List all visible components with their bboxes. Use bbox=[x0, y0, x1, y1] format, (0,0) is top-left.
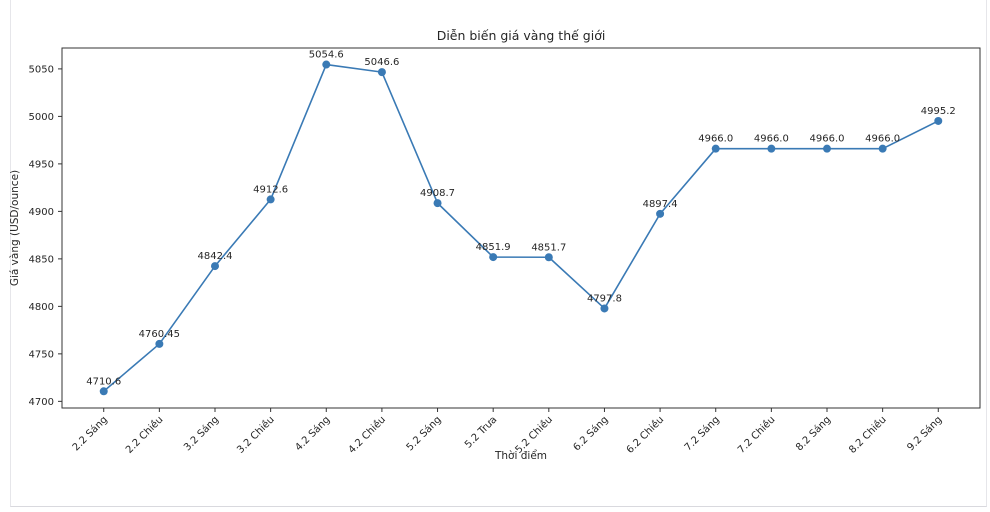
data-point-marker bbox=[211, 262, 219, 271]
data-point-label: 4710.6 bbox=[86, 376, 121, 387]
data-point-label: 4851.9 bbox=[476, 242, 511, 253]
x-axis-label: Thời điểm bbox=[494, 450, 548, 462]
data-point-marker bbox=[823, 144, 831, 153]
data-point-marker bbox=[155, 339, 164, 348]
data-point-marker bbox=[377, 68, 386, 77]
y-tick-label: 4850 bbox=[29, 254, 54, 265]
data-point-label: 4995.2 bbox=[921, 106, 956, 117]
chart-title: Diễn biến giá vàng thế giới bbox=[436, 28, 606, 43]
data-point-marker bbox=[656, 209, 665, 218]
data-point-label: 4797.8 bbox=[587, 293, 622, 304]
data-point-marker bbox=[266, 195, 275, 204]
y-tick-label: 4950 bbox=[29, 159, 54, 170]
y-axis-label: Giá vàng (USD/ounce) bbox=[9, 169, 21, 287]
price-line bbox=[103, 63, 939, 392]
data-point-label: 5046.6 bbox=[364, 57, 399, 68]
y-tick-label: 4900 bbox=[29, 207, 54, 218]
data-point-marker bbox=[711, 144, 720, 153]
data-point-label: 4966.0 bbox=[698, 134, 733, 145]
plot-border bbox=[61, 47, 981, 409]
x-tick-label: 9.2 Sáng bbox=[905, 414, 945, 454]
y-tick-label: 4800 bbox=[29, 302, 54, 313]
data-point-marker bbox=[878, 144, 887, 153]
data-point-label: 4912.6 bbox=[253, 184, 288, 195]
data-point-marker bbox=[934, 116, 943, 125]
data-point-marker bbox=[544, 253, 553, 262]
data-point-label: 4966.0 bbox=[865, 134, 900, 145]
data-point-label: 4760.45 bbox=[139, 329, 180, 340]
x-tick-label: 5.2 Trưa bbox=[463, 414, 499, 450]
data-point-marker bbox=[489, 253, 498, 262]
x-tick-label: 7.2 Sáng bbox=[682, 414, 722, 454]
data-point-marker bbox=[99, 387, 108, 396]
x-tick-label: 4.2 Sáng bbox=[293, 414, 333, 454]
x-tick-label: 6.2 Sáng bbox=[571, 414, 611, 454]
x-tick-label: 2.2 Sáng bbox=[70, 414, 110, 454]
data-point-label: 4908.7 bbox=[420, 188, 455, 199]
y-tick-label: 4750 bbox=[29, 349, 54, 360]
x-tick-label: 3.2 Sáng bbox=[181, 414, 221, 454]
data-point-marker bbox=[433, 199, 442, 208]
page-panel bbox=[10, 0, 987, 507]
x-tick-label: 8.2 Sáng bbox=[793, 414, 833, 454]
data-point-marker bbox=[322, 60, 331, 69]
y-tick-label: 4700 bbox=[29, 397, 54, 408]
data-point-marker bbox=[767, 144, 776, 153]
data-point-marker bbox=[600, 304, 609, 313]
data-point-label: 4966.0 bbox=[754, 134, 789, 145]
data-point-label: 4897.4 bbox=[643, 199, 678, 210]
x-tick-label: 5.2 Sáng bbox=[404, 414, 444, 454]
y-tick-label: 5000 bbox=[29, 112, 54, 123]
data-point-label: 4851.7 bbox=[531, 242, 566, 253]
data-point-label: 4842.4 bbox=[198, 251, 233, 262]
data-point-label: 4966.0 bbox=[810, 134, 845, 145]
data-point-label: 5054.6 bbox=[309, 50, 344, 61]
y-tick-label: 5050 bbox=[29, 64, 54, 75]
